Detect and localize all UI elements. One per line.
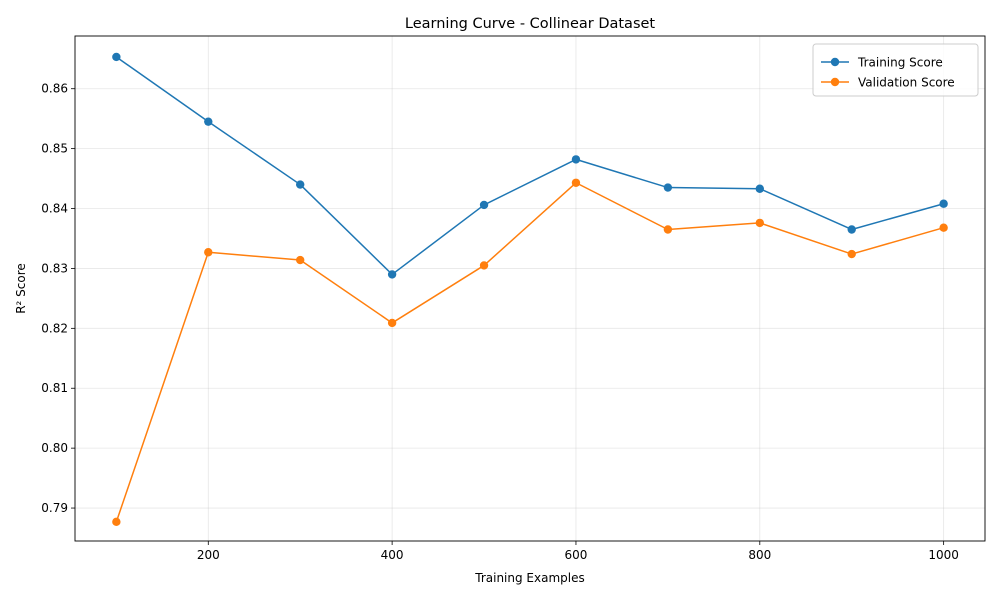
legend-label: Validation Score <box>858 76 955 90</box>
legend-marker <box>830 77 840 87</box>
legend-marker <box>830 57 840 67</box>
legend-label: Training Score <box>857 56 943 70</box>
data-point <box>663 225 673 234</box>
y-tick-label: 0.84 <box>41 202 68 216</box>
y-tick-label: 0.79 <box>41 501 68 515</box>
data-point <box>204 248 213 257</box>
data-point <box>847 225 856 234</box>
x-axis-label: Training Examples <box>474 571 584 585</box>
data-point <box>571 155 581 164</box>
y-axis-label: R² Score <box>14 263 28 314</box>
plot-series <box>112 52 948 527</box>
data-point <box>387 270 397 279</box>
data-point <box>939 223 948 232</box>
x-tick-label: 400 <box>381 548 404 562</box>
y-tick-label: 0.80 <box>41 441 68 455</box>
data-point <box>204 117 213 126</box>
grid <box>75 36 985 541</box>
data-point <box>112 517 121 527</box>
x-tick-label: 600 <box>565 548 588 562</box>
data-point <box>479 200 489 210</box>
data-point <box>296 255 305 265</box>
series-line-1 <box>115 182 944 523</box>
axes: 200 400 600 800 1000 0.79 0.80 0.81 0.82 0.83 0.84… <box>41 82 959 562</box>
data-point <box>847 249 856 259</box>
y-tick-label: 0.83 <box>41 261 68 275</box>
data-point <box>939 199 948 208</box>
x-tick-label: 200 <box>197 548 220 562</box>
data-point <box>387 318 397 328</box>
data-point <box>296 180 305 189</box>
data-point <box>571 178 581 187</box>
legend-entry-validation: Validation Score <box>821 76 955 90</box>
y-tick-label: 0.81 <box>41 381 68 395</box>
legend: Training Score Validation Score <box>812 43 979 97</box>
data-point <box>755 218 764 228</box>
x-tick-label: 800 <box>748 548 771 562</box>
y-tick-label: 0.85 <box>41 142 68 156</box>
plot-frame <box>74 35 986 542</box>
chart-title: Learning Curve - Collinear Dataset <box>405 16 656 32</box>
data-point <box>479 261 489 270</box>
data-point <box>663 183 673 192</box>
data-point <box>755 184 764 193</box>
x-tick-label: 1000 <box>928 548 959 562</box>
y-tick-label: 0.86 <box>41 82 68 96</box>
legend-box <box>812 43 979 97</box>
y-tick-label: 0.82 <box>41 321 68 335</box>
data-point <box>112 52 121 62</box>
legend-entry-training: Training Score <box>821 56 943 70</box>
series-line-0 <box>115 56 944 276</box>
